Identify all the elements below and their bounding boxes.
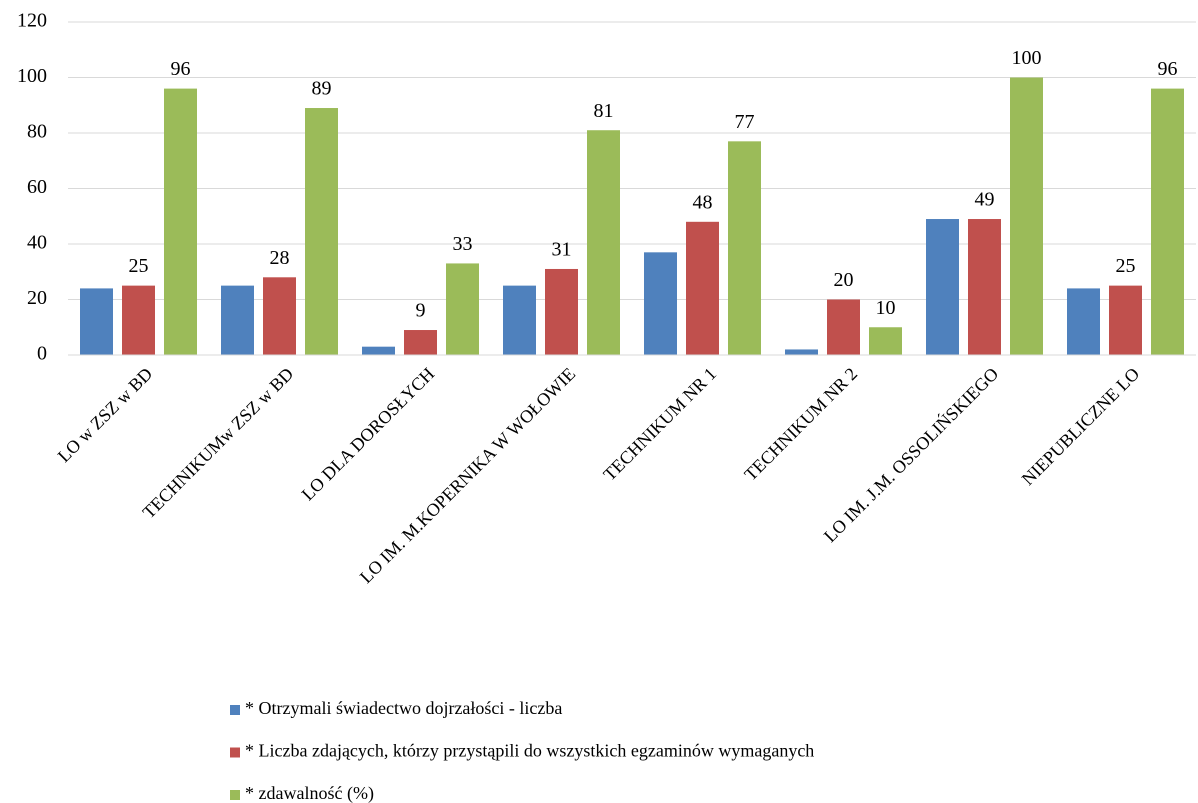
legend-swatch bbox=[230, 790, 240, 800]
bar bbox=[827, 299, 860, 355]
bar bbox=[968, 219, 1001, 355]
bar bbox=[926, 219, 959, 355]
bar bbox=[728, 141, 761, 355]
bar bbox=[221, 285, 254, 355]
data-label: 31 bbox=[552, 239, 572, 261]
bar bbox=[263, 277, 296, 355]
x-tick-label: LO w ZSZ w BD bbox=[54, 364, 157, 467]
data-label: 48 bbox=[693, 191, 713, 213]
data-label: 100 bbox=[1012, 47, 1042, 69]
y-tick-label: 100 bbox=[17, 65, 47, 87]
data-label: 28 bbox=[270, 247, 290, 269]
bar bbox=[1010, 77, 1043, 355]
bar bbox=[80, 288, 113, 355]
data-label: 96 bbox=[1158, 58, 1178, 80]
bar bbox=[545, 268, 578, 355]
y-tick-label: 120 bbox=[17, 10, 47, 32]
data-label: 96 bbox=[171, 58, 191, 80]
data-label: 77 bbox=[735, 111, 755, 133]
bar bbox=[122, 285, 155, 355]
bar bbox=[1067, 288, 1100, 355]
bar bbox=[404, 330, 437, 355]
bar bbox=[1151, 88, 1184, 355]
bar bbox=[587, 130, 620, 355]
legend-swatch bbox=[230, 705, 240, 715]
data-label: 9 bbox=[416, 300, 426, 322]
data-label: 49 bbox=[975, 189, 995, 211]
bar bbox=[446, 263, 479, 355]
data-label: 33 bbox=[453, 233, 473, 255]
bar bbox=[305, 108, 338, 356]
x-tick-label: TECHNIKUM NR 1 bbox=[599, 364, 720, 485]
bar bbox=[869, 327, 902, 355]
data-label: 25 bbox=[1116, 255, 1136, 277]
bar bbox=[785, 349, 818, 355]
y-tick-label: 20 bbox=[27, 287, 47, 309]
y-tick-label: 80 bbox=[27, 121, 47, 143]
data-label: 89 bbox=[312, 78, 332, 100]
bar bbox=[503, 285, 536, 355]
x-tick-label: NIEPUBLICZNE LO bbox=[1018, 364, 1144, 490]
y-tick-label: 60 bbox=[27, 176, 47, 198]
x-tick-label: TECHNIKUM NR 2 bbox=[740, 364, 861, 485]
data-label: 81 bbox=[594, 100, 614, 122]
bar bbox=[1109, 285, 1142, 355]
legend-swatch bbox=[230, 747, 240, 758]
data-label: 20 bbox=[834, 269, 854, 291]
legend-label: * Otrzymali świadectwo dojrzałości - lic… bbox=[245, 698, 562, 718]
legend-label: * Liczba zdających, którzy przystąpili d… bbox=[245, 741, 814, 761]
legend-label: * zdawalność (%) bbox=[245, 783, 374, 803]
data-label: 10 bbox=[876, 297, 896, 319]
bar bbox=[686, 221, 719, 355]
x-tick-label: TECHNIKUMw ZSZ w BD bbox=[138, 364, 297, 523]
bar bbox=[644, 252, 677, 355]
y-tick-label: 40 bbox=[27, 232, 47, 254]
data-label: 25 bbox=[129, 255, 149, 277]
bar bbox=[164, 88, 197, 355]
bar bbox=[362, 346, 395, 355]
y-tick-label: 0 bbox=[37, 343, 47, 365]
x-tick-label: LO DLA DOROSŁYCH bbox=[298, 364, 439, 505]
